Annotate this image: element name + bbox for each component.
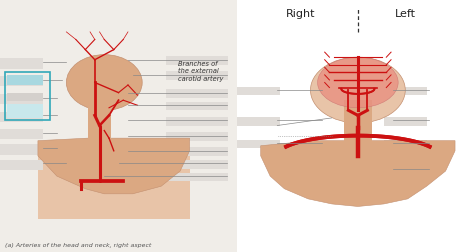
Bar [166, 133, 228, 141]
Bar [0, 77, 43, 87]
Bar [237, 0, 474, 252]
Bar [0, 0, 237, 252]
Bar [344, 101, 372, 144]
Bar [166, 117, 228, 126]
Bar [0, 130, 43, 140]
Bar [166, 57, 228, 66]
Bar [384, 140, 427, 149]
Bar [38, 149, 190, 219]
Bar [7, 76, 43, 86]
Bar [0, 59, 43, 69]
Bar [0, 112, 43, 122]
Text: Right: Right [286, 9, 316, 19]
Bar [166, 72, 228, 81]
Ellipse shape [66, 55, 142, 111]
Text: Left: Left [395, 9, 416, 19]
Bar [0, 160, 43, 170]
Bar [237, 117, 280, 126]
Text: Branches of
the external
carotid artery: Branches of the external carotid artery [178, 60, 223, 82]
Bar [166, 173, 228, 181]
Polygon shape [38, 139, 190, 194]
Text: (a) Arteries of the head and neck, right aspect: (a) Arteries of the head and neck, right… [5, 242, 151, 247]
Bar [166, 90, 228, 98]
Bar [237, 87, 280, 96]
Ellipse shape [310, 58, 405, 123]
Bar [7, 105, 43, 118]
Polygon shape [261, 141, 455, 207]
Bar [88, 91, 111, 141]
Bar [0, 94, 43, 105]
Ellipse shape [318, 58, 398, 108]
Bar [384, 165, 427, 174]
Bar [0, 145, 43, 155]
Bar [7, 93, 43, 102]
Bar [166, 102, 228, 111]
Bar [5, 73, 50, 121]
Bar [166, 148, 228, 156]
Bar [166, 160, 228, 169]
Bar [237, 140, 280, 149]
Bar [384, 87, 427, 96]
Bar [384, 117, 427, 126]
